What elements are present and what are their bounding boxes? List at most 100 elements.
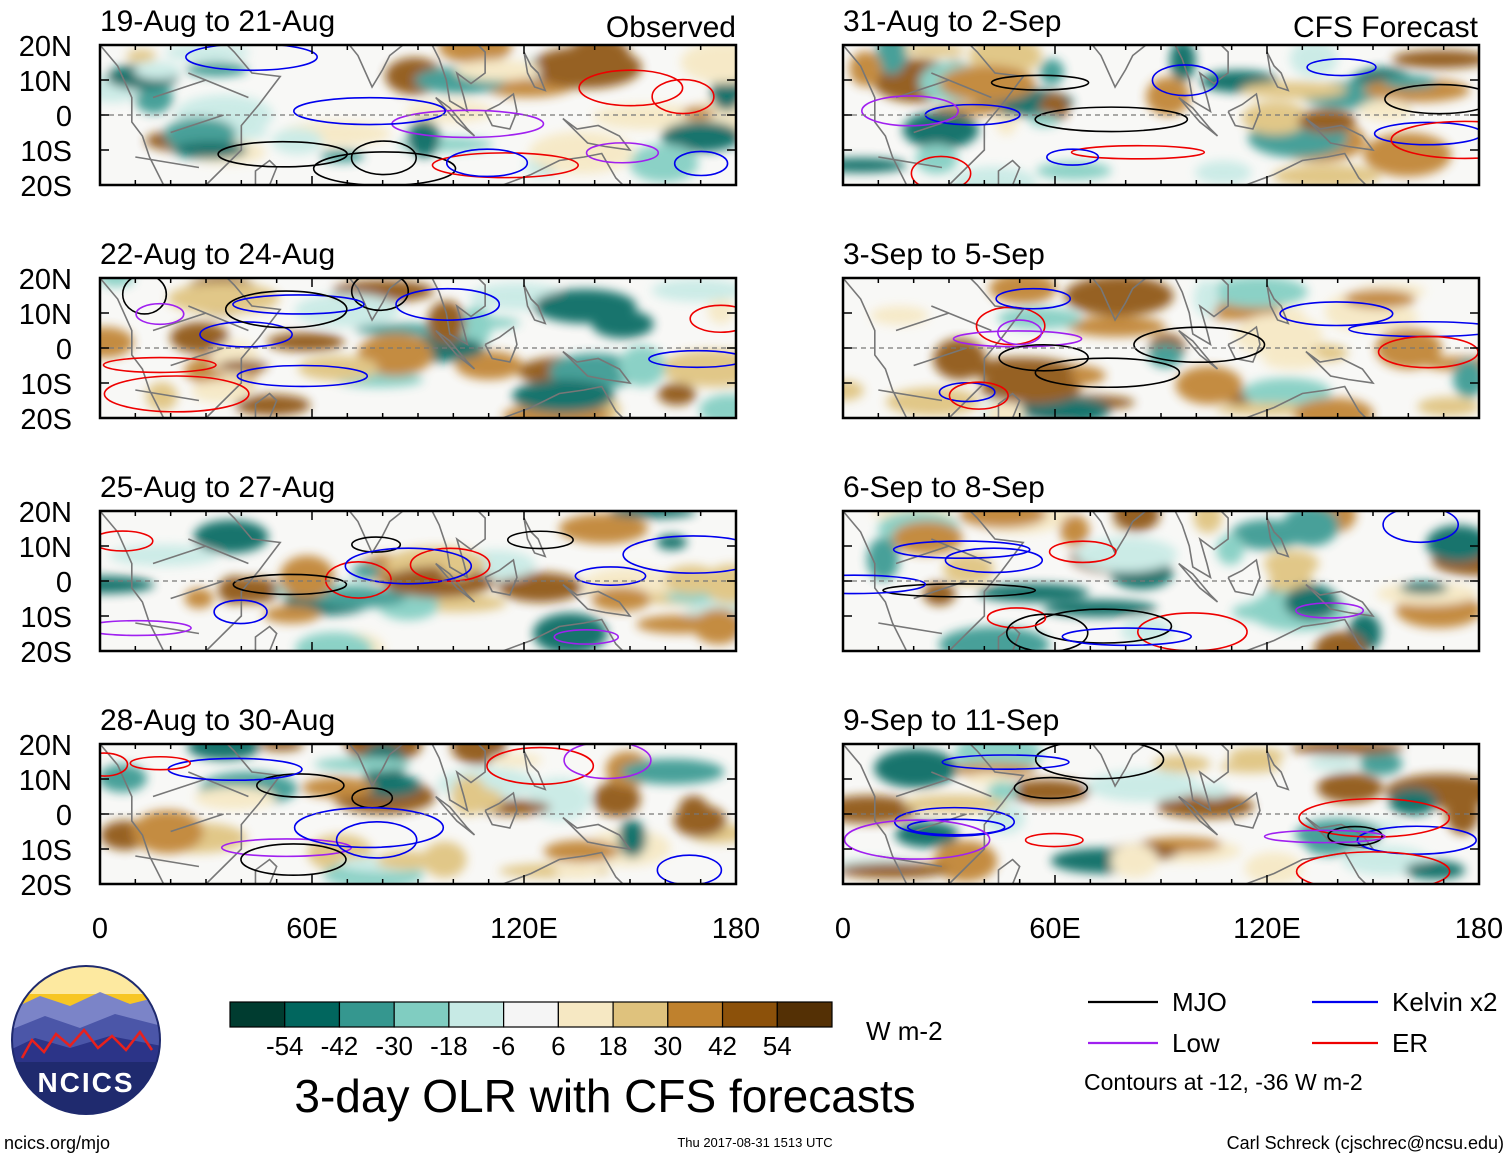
y-tick-label: 20N — [19, 264, 72, 296]
colorbar-swatch — [612, 1001, 669, 1028]
olr-anomaly-field — [843, 744, 1479, 884]
panel-title: 22-Aug to 24-Aug — [100, 238, 335, 271]
coastlines — [843, 744, 1375, 884]
panel-title: 19-Aug to 21-Aug — [100, 5, 335, 38]
panel-title: 25-Aug to 27-Aug — [100, 471, 335, 504]
olr-anomaly-field — [843, 278, 1479, 418]
colorbar-swatch — [557, 1001, 614, 1028]
legend-er-label: ER — [1392, 1028, 1428, 1058]
legend-kelvin-label: Kelvin x2 — [1392, 987, 1498, 1017]
footer-url[interactable]: ncics.org/mjo — [4, 1133, 110, 1153]
legend-low-label: Low — [1172, 1028, 1220, 1058]
colorbar-swatch — [776, 1001, 833, 1028]
coastlines — [843, 45, 1375, 185]
y-tick-label: 0 — [56, 800, 72, 832]
panel-fc-2: 3-Sep to 5-Sep — [841, 238, 1481, 420]
y-tick-label: 20S — [20, 870, 72, 902]
colorbar-swatch — [721, 1001, 778, 1028]
olr-anomaly-field — [100, 45, 736, 185]
figure-title: 3-day OLR with CFS forecasts — [294, 1070, 915, 1122]
colorbar-swatch — [393, 1001, 450, 1028]
wave-contours — [185, 45, 729, 185]
coastlines — [100, 45, 632, 185]
colorbar-tick-label: 30 — [653, 1031, 682, 1061]
panel-title: 6-Sep to 8-Sep — [843, 471, 1045, 504]
colorbar-swatch — [448, 1001, 505, 1028]
colorbar-tick-label: -42 — [321, 1031, 359, 1061]
forecast-column-header: CFS Forecast — [1293, 11, 1479, 44]
wave-contours — [100, 530, 736, 645]
olr-anomaly-field — [100, 511, 736, 651]
olr-anomaly-field — [100, 744, 736, 884]
contour-note: Contours at -12, -36 W m-2 — [1084, 1069, 1363, 1095]
colorbar-swatch — [229, 1001, 286, 1028]
y-tick-label: 0 — [56, 101, 72, 133]
wave-contours — [843, 744, 1477, 884]
colorbar-swatch — [667, 1001, 724, 1028]
colorbar-tick-label: 18 — [599, 1031, 628, 1061]
y-tick-label: 10N — [19, 765, 72, 797]
colorbar-tick-label: 42 — [708, 1031, 737, 1061]
wave-contours — [100, 744, 723, 884]
logo-text: NCICS — [37, 1067, 134, 1098]
legend-mjo-label: MJO — [1172, 987, 1227, 1017]
x-axis-labels: 0 60E 120E 180 0 60E 120E 180 — [92, 913, 1503, 945]
y-tick-label: 10N — [19, 299, 72, 331]
colorbar-tick-label: -30 — [375, 1031, 413, 1061]
y-tick-label: 20N — [19, 31, 72, 63]
y-tick-label: 0 — [56, 567, 72, 599]
colorbar-swatch — [503, 1001, 559, 1028]
y-tick-label: 10N — [19, 66, 72, 98]
panel-title: 31-Aug to 2-Sep — [843, 5, 1061, 38]
x-tick-label: 180 — [1455, 913, 1503, 945]
colorbar-swatch — [338, 1001, 395, 1028]
panel-fc-3: 6-Sep to 8-Sep — [841, 471, 1481, 653]
coastlines — [100, 744, 632, 884]
footer-timestamp: Thu 2017-08-31 1513 UTC — [677, 1135, 832, 1150]
panel-fc-4: 9-Sep to 11-Sep — [841, 704, 1481, 886]
panel-fc-1: 31-Aug to 2-Sep — [841, 5, 1481, 187]
x-tick-label: 180 — [712, 913, 760, 945]
coastlines — [100, 511, 632, 651]
wave-contours — [843, 511, 1460, 651]
y-tick-label: 10S — [20, 136, 72, 168]
y-tick-label: 20S — [20, 637, 72, 669]
x-tick-label: 0 — [92, 913, 108, 945]
colorbar-unit: W m-2 — [866, 1016, 943, 1046]
olr-anomaly-field — [843, 45, 1479, 185]
observed-column-header: Observed — [606, 11, 736, 44]
x-tick-label: 60E — [1029, 913, 1081, 945]
wave-contours — [938, 287, 1479, 410]
colorbar: -54 -42 -30 -18 -6 6 18 30 42 54 — [229, 1001, 833, 1061]
panel-title: 28-Aug to 30-Aug — [100, 704, 335, 737]
y-tick-label: 20N — [19, 730, 72, 762]
y-tick-label: 10S — [20, 602, 72, 634]
x-tick-label: 60E — [286, 913, 338, 945]
y-tick-label: 10S — [20, 835, 72, 867]
wave-contours — [861, 58, 1479, 185]
y-tick-label: 10S — [20, 369, 72, 401]
wave-contours — [102, 278, 736, 413]
colorbar-tick-label: -54 — [266, 1031, 304, 1061]
colorbar-tick-label: 54 — [763, 1031, 792, 1061]
colorbar-tick-label: -18 — [430, 1031, 468, 1061]
y-tick-label: 20S — [20, 404, 72, 436]
legend: MJO Kelvin x2 Low ER Contours at -12, -3… — [1084, 987, 1498, 1095]
footer-credit: Carl Schreck (cjschrec@ncsu.edu) — [1227, 1133, 1504, 1153]
x-tick-label: 120E — [1233, 913, 1301, 945]
olr-anomaly-field — [100, 278, 736, 418]
y-tick-label: 20S — [20, 171, 72, 203]
panel-title: 3-Sep to 5-Sep — [843, 238, 1045, 271]
ncics-logo: NCICS — [11, 965, 161, 1115]
colorbar-tick-label: -6 — [492, 1031, 515, 1061]
x-tick-label: 120E — [490, 913, 558, 945]
panel-title: 9-Sep to 11-Sep — [843, 704, 1059, 737]
y-tick-label: 20N — [19, 497, 72, 529]
y-tick-label: 0 — [56, 334, 72, 366]
